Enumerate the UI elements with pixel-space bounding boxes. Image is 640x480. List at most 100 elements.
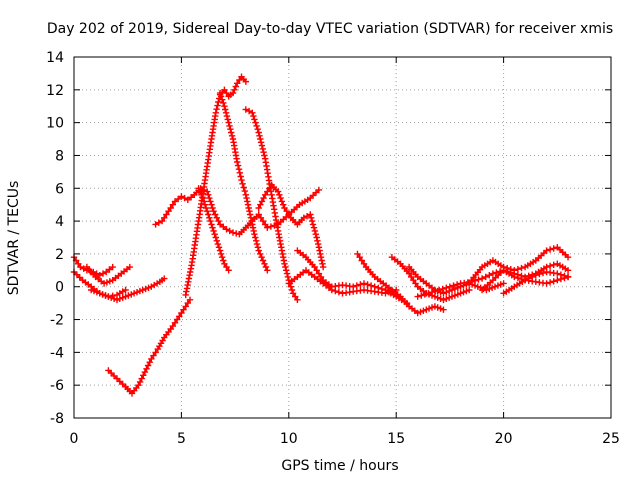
data-point [130,290,138,297]
data-point [196,188,204,195]
data-point [225,267,232,274]
data-point [225,119,232,126]
data-point [220,257,227,264]
data-point [446,283,454,290]
data-point [242,191,249,198]
data-point [182,303,189,310]
y-tick-label: 2 [55,247,64,263]
data-point [357,281,364,288]
series-arc-15 [388,254,473,304]
data-point [241,187,248,195]
data-point [206,194,213,202]
data-point [277,194,284,202]
data-point [202,204,210,212]
data-point [152,349,159,356]
data-point [219,96,226,103]
data-point [252,234,259,241]
data-point [507,269,514,276]
data-point [195,185,202,192]
x-axis-label: GPS time / hours [281,458,398,474]
tick-layer: 0 5 10 15 20 25 -8 -6 -4 -2 0 2 4 6 8 10 12 14 [46,50,620,447]
data-point [543,263,550,271]
data-point [254,126,261,133]
data-point [497,281,504,288]
data-point [204,188,211,195]
data-point [184,299,191,307]
data-point [261,260,268,267]
data-point [511,270,518,277]
data-point [212,211,219,218]
data-point [561,274,568,282]
data-point [204,208,211,215]
data-point [451,292,459,299]
data-point [246,211,254,218]
data-point [139,286,146,294]
data-point [144,362,152,369]
series-arc-19 [478,260,572,294]
data-point [259,145,266,153]
data-point [255,204,262,212]
data-point [259,257,267,264]
data-point [255,129,262,136]
y-tick-label: -6 [50,378,64,394]
data-point [251,116,258,123]
data-point [253,122,260,130]
data-point [408,273,415,281]
series-arc-14 [354,250,447,317]
data-point [213,214,220,221]
data-point [412,280,419,287]
data-point [119,294,126,301]
data-point [223,89,230,97]
data-point [319,263,327,271]
data-point [478,275,486,282]
data-point [219,254,226,261]
data-point [226,122,233,130]
data-point [258,142,266,149]
data-point [257,135,264,143]
data-point [474,283,481,290]
data-point [242,78,250,85]
data-point [434,294,441,301]
data-point [350,283,357,290]
data-point [141,368,149,376]
data-point [421,291,428,298]
data-point [378,285,386,293]
data-point [222,109,230,116]
data-point [482,273,489,281]
data-point [504,268,511,275]
data-point [210,227,217,235]
data-point [550,245,557,252]
series-line [245,108,298,301]
data-point [489,270,497,277]
data-point [500,280,507,287]
data-point [90,287,98,295]
data-point [550,278,557,285]
data-point [543,247,550,254]
data-point [457,290,464,297]
data-point [418,292,425,299]
data-point [234,162,242,169]
data-point [310,224,318,231]
series-arc-13 [294,247,411,307]
data-point [169,201,176,208]
data-point [254,244,262,251]
data-point [425,290,432,297]
data-point [288,286,296,294]
data-point [238,176,245,184]
data-point [109,263,116,271]
y-tick-label: -8 [50,411,64,427]
series-layer [70,73,572,397]
data-point [216,247,224,254]
data-point [171,319,179,326]
data-point [367,282,375,289]
data-point [258,198,266,205]
data-point [180,306,187,313]
data-point [249,109,256,116]
data-point [266,185,273,192]
data-point [564,273,572,281]
data-point [213,237,220,244]
series-arc-20 [500,273,572,297]
data-point [264,188,271,195]
data-point [262,221,269,228]
